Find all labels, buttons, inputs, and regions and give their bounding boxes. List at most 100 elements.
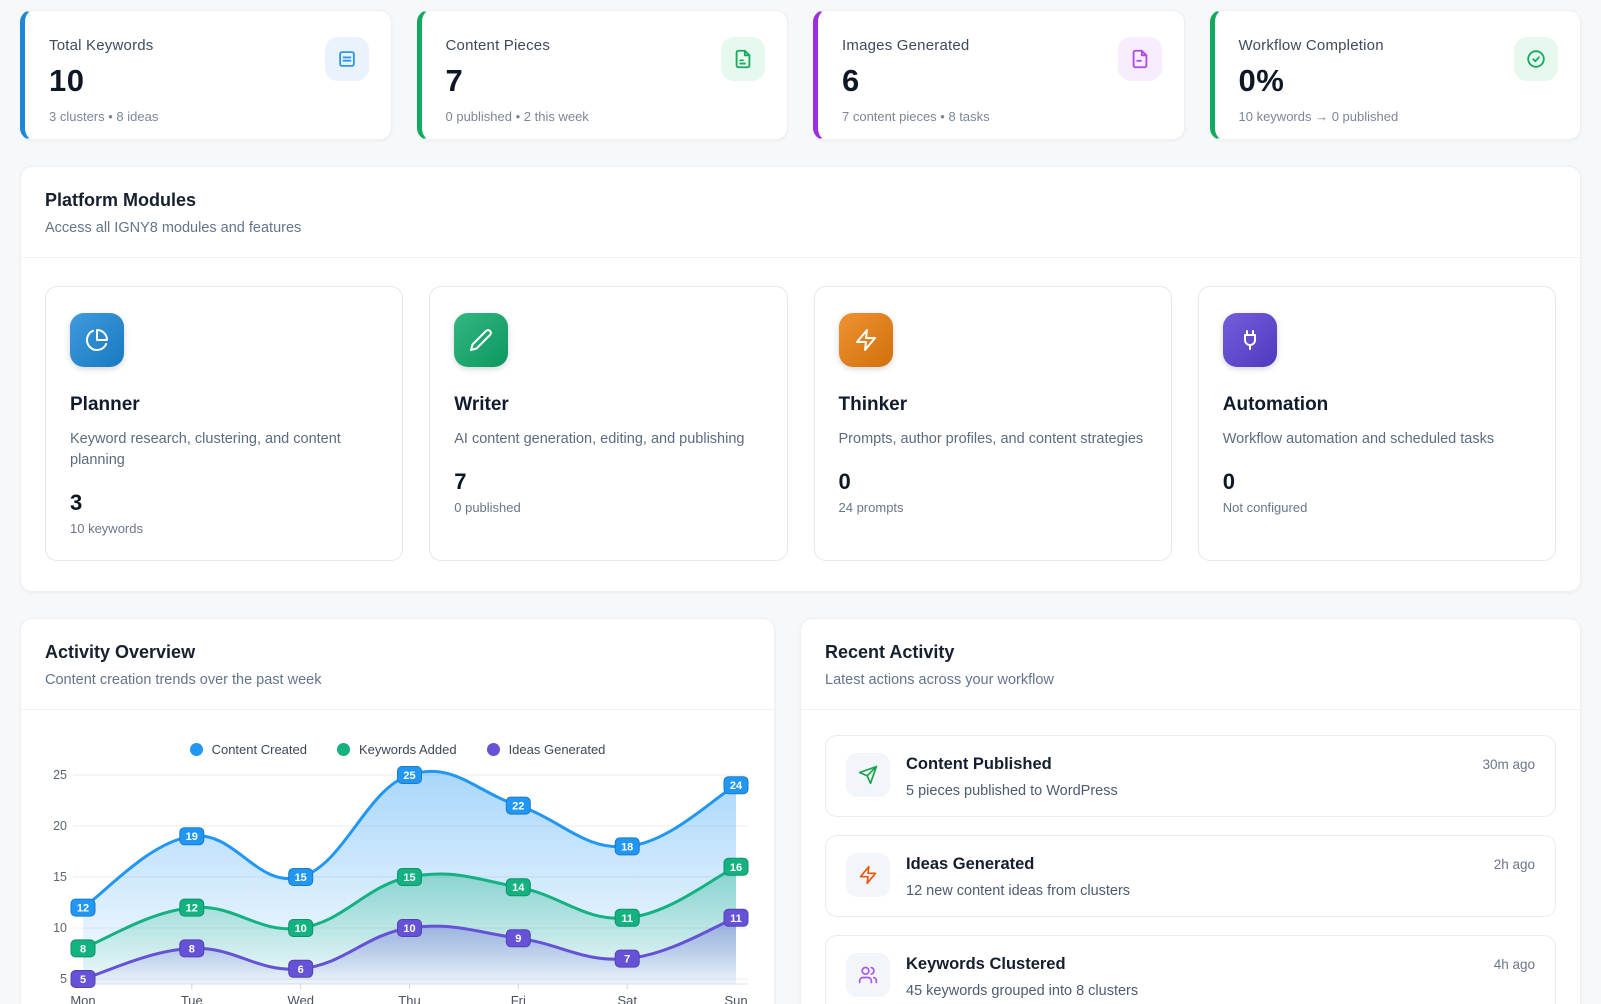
svg-text:Sun: Sun	[724, 993, 747, 1004]
activity-icon-tile	[846, 753, 890, 798]
svg-text:Sat: Sat	[617, 993, 637, 1004]
stat-icon-tile	[1117, 37, 1162, 81]
pencil-icon	[470, 329, 493, 351]
recent-activity-card: Recent Activity Latest actions across yo…	[800, 618, 1581, 1004]
svg-text:15: 15	[53, 870, 67, 884]
svg-text:20: 20	[53, 819, 67, 833]
module-card-writer[interactable]: Writer AI content generation, editing, a…	[429, 286, 788, 562]
section-subtitle: Access all IGNY8 modules and features	[45, 220, 302, 236]
module-card-planner[interactable]: Planner Keyword research, clustering, an…	[45, 286, 404, 562]
stat-icon-tile	[721, 37, 765, 81]
svg-text:Thu: Thu	[398, 993, 420, 1004]
svg-text:15: 15	[295, 872, 307, 884]
svg-text:Fri: Fri	[511, 993, 526, 1004]
stat-label: Images Generated	[842, 37, 970, 54]
svg-text:25: 25	[53, 768, 67, 782]
module-card-automation[interactable]: Automation Workflow automation and sched…	[1197, 286, 1556, 562]
svg-text:10: 10	[53, 921, 67, 935]
activity-description: 12 new content ideas from clusters	[906, 883, 1131, 900]
svg-text:10: 10	[403, 923, 415, 935]
legend-dot	[336, 743, 350, 757]
svg-text:Tue: Tue	[181, 993, 203, 1004]
svg-text:19: 19	[186, 831, 198, 843]
check-circle-icon	[1527, 50, 1545, 68]
activity-body: Content Published 5 pieces published to …	[906, 753, 1466, 799]
module-name: Planner	[70, 394, 140, 415]
stat-value: 7	[445, 63, 464, 98]
svg-text:Mon: Mon	[70, 993, 95, 1004]
modules-grid: Planner Keyword research, clustering, an…	[21, 258, 1580, 591]
svg-text:12: 12	[186, 903, 198, 915]
activity-body: Ideas Generated 12 new content ideas fro…	[906, 853, 1478, 899]
activity-list: Content Published 5 pieces published to …	[801, 710, 1580, 1004]
stat-subtitle: 3 clusters • 8 ideas	[49, 109, 159, 124]
chart-area: Content Created Keywords Added Ideas Gener…	[21, 710, 774, 1004]
legend-dot	[486, 743, 500, 757]
module-icon-tile	[1222, 313, 1277, 367]
svg-text:8: 8	[189, 943, 195, 955]
stat-label: Content Pieces	[445, 37, 551, 54]
recent-activity-header: Recent Activity Latest actions across yo…	[801, 619, 1580, 688]
stat-card-workflow-completion: Workflow Completion 0% 10 keywords → 0 p…	[1209, 10, 1581, 140]
legend-item: Content Created	[189, 742, 307, 757]
stat-icon-tile	[1514, 37, 1558, 81]
module-subtitle: 0 published	[454, 500, 521, 516]
svg-text:11: 11	[730, 913, 742, 925]
chart-legend: Content Created Keywords Added Ideas Gener…	[41, 742, 754, 757]
stat-card-images-generated: Images Generated 6 7 content pieces • 8 …	[813, 10, 1185, 140]
svg-text:16: 16	[730, 862, 742, 874]
stat-value: 6	[842, 63, 860, 98]
module-description: Workflow automation and scheduled tasks	[1222, 431, 1495, 447]
section-title: Activity Overview	[45, 642, 196, 663]
stat-label: Workflow Completion	[1238, 37, 1384, 54]
module-description: Keyword research, clustering, and conten…	[70, 431, 341, 469]
module-name: Thinker	[838, 394, 908, 415]
svg-text:22: 22	[512, 801, 524, 813]
divider	[21, 257, 1580, 258]
activity-title: Ideas Generated	[906, 855, 1035, 874]
svg-text:10: 10	[295, 923, 307, 935]
module-card-thinker[interactable]: Thinker Prompts, author profiles, and co…	[813, 286, 1172, 562]
pie-chart-icon	[86, 329, 108, 351]
stat-card-total-keywords: Total Keywords 10 3 clusters • 8 ideas	[20, 10, 392, 140]
platform-modules-header: Platform Modules Access all IGNY8 module…	[21, 167, 1580, 236]
module-value: 0	[1222, 469, 1235, 495]
section-title: Recent Activity	[825, 642, 955, 663]
activity-timestamp: 4h ago	[1493, 957, 1535, 973]
svg-text:25: 25	[403, 770, 415, 782]
module-description: Prompts, author profiles, and content st…	[838, 431, 1144, 447]
module-name: Writer	[454, 394, 509, 415]
list-square-icon	[338, 51, 355, 67]
stat-subtitle: 7 content pieces • 8 tasks	[842, 109, 990, 124]
module-icon-tile	[838, 313, 893, 367]
svg-text:7: 7	[624, 954, 630, 966]
file-text-icon	[735, 49, 751, 69]
svg-text:14: 14	[512, 882, 525, 894]
module-value: 0	[838, 469, 851, 495]
activity-body: Keywords Clustered 45 keywords grouped i…	[906, 953, 1478, 999]
legend-item: Keywords Added	[336, 742, 457, 757]
platform-modules-section: Platform Modules Access all IGNY8 module…	[20, 166, 1581, 593]
svg-text:12: 12	[77, 903, 89, 915]
zap-icon	[855, 329, 876, 351]
stat-card-content-pieces: Content Pieces 7 0 published • 2 this we…	[416, 10, 788, 140]
module-subtitle: 24 prompts	[838, 500, 904, 516]
zap-icon	[859, 865, 877, 885]
activity-icon-tile	[846, 853, 890, 898]
activity-description: 5 pieces published to WordPress	[906, 783, 1118, 800]
svg-text:5: 5	[60, 972, 67, 986]
svg-text:24: 24	[730, 780, 743, 792]
module-icon-tile	[70, 313, 124, 367]
svg-text:18: 18	[621, 841, 633, 853]
stat-icon-tile	[324, 37, 369, 81]
section-title: Platform Modules	[45, 190, 197, 210]
svg-text:11: 11	[621, 913, 633, 925]
send-icon	[858, 765, 878, 785]
activity-icon-tile	[846, 953, 890, 998]
legend-dot	[189, 743, 203, 757]
module-description: AI content generation, editing, and publ…	[454, 431, 745, 447]
legend-item: Ideas Generated	[486, 742, 605, 757]
divider	[21, 709, 774, 711]
stats-row: Total Keywords 10 3 clusters • 8 ideas C…	[20, 10, 1581, 140]
svg-text:6: 6	[298, 964, 304, 976]
